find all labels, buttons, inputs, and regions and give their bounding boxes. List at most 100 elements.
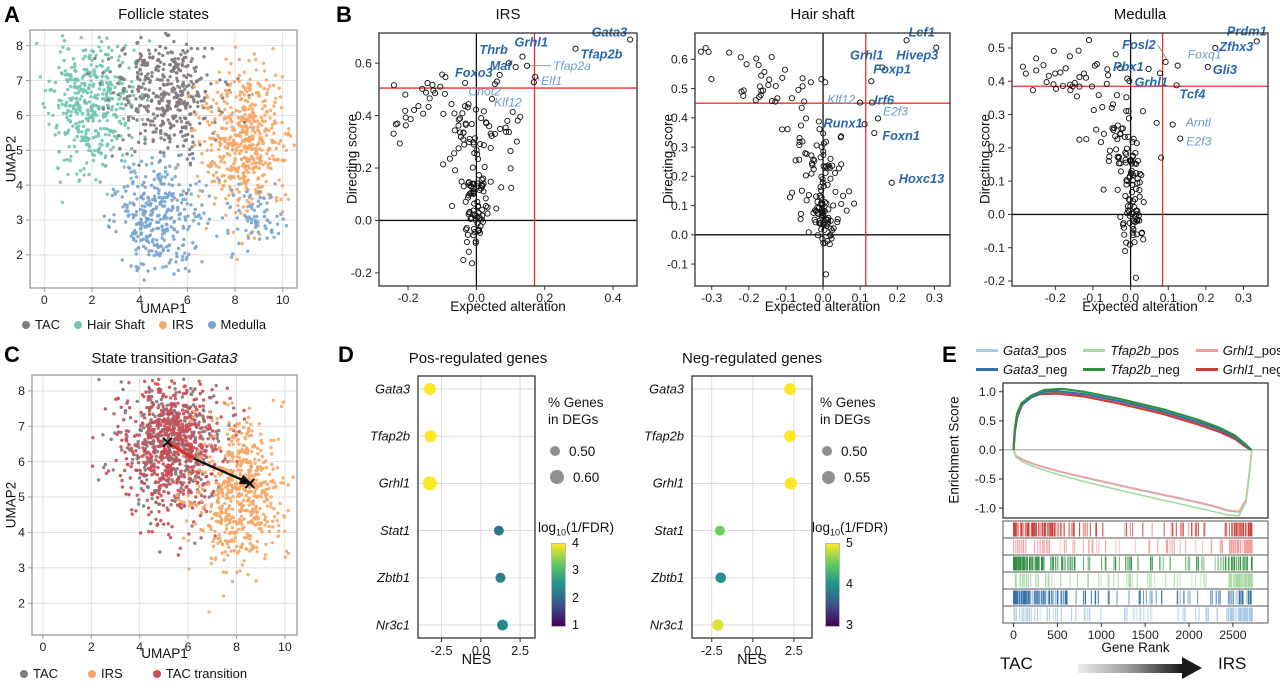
svg-text:8: 8 bbox=[16, 39, 23, 53]
gene-row-label-Nr3c1: Nr3c1 bbox=[376, 617, 410, 632]
colorbar-tick-4: 4 bbox=[572, 536, 579, 550]
colorbar-label-neg: log10(1/FDR) bbox=[812, 520, 889, 538]
dot-Grhl1 bbox=[422, 476, 437, 491]
legend-item-tac-transition: TAC transition bbox=[152, 666, 247, 681]
svg-text:8: 8 bbox=[18, 384, 25, 398]
size-legend-value: 0.50 bbox=[841, 443, 868, 459]
svg-text:-2.5: -2.5 bbox=[701, 643, 723, 658]
gene-label-Thrb: Thrb bbox=[479, 42, 508, 57]
legend-item-tfap2b_pos: Tfap2b _pos bbox=[1083, 343, 1179, 358]
dot-Zbtb1 bbox=[715, 572, 727, 584]
colorbar-tick-1: 1 bbox=[572, 618, 579, 632]
size-legend-value: 0.50 bbox=[569, 443, 596, 459]
svg-text:0.0: 0.0 bbox=[671, 228, 688, 242]
svg-text:0.2: 0.2 bbox=[1197, 291, 1214, 305]
svg-text:10: 10 bbox=[276, 293, 290, 307]
legend-swatch bbox=[152, 669, 161, 678]
svg-text:0.5: 0.5 bbox=[979, 414, 996, 428]
ylabel-directing-score-irs: Directing score bbox=[344, 113, 360, 205]
gene-row-label-Gata3: Gata3 bbox=[375, 381, 410, 396]
dot-Tfap2b bbox=[784, 430, 796, 443]
legend-suffix: _neg bbox=[1038, 362, 1068, 377]
legend-gene: Grhl1 bbox=[1222, 343, 1255, 358]
svg-text:2500: 2500 bbox=[1219, 628, 1247, 642]
ylabel-umap2-c: UMAP2 bbox=[3, 481, 19, 529]
panel-letter-d: D bbox=[338, 342, 354, 367]
gene-row-label-Gata3: Gata3 bbox=[649, 381, 684, 396]
gene-row-label-Tfap2b: Tfap2b bbox=[370, 429, 410, 444]
svg-text:0.6: 0.6 bbox=[355, 56, 372, 70]
panel-C-plot: 0 2 4 6 8 10 2 3 4 5 6 7 8 bbox=[18, 374, 298, 654]
dot-Tfap2b bbox=[424, 430, 437, 443]
gene-label-Hivep3: Hivep3 bbox=[896, 48, 938, 63]
rug-band-Grhl1_neg bbox=[1002, 520, 1269, 539]
title-follicle-states: Follicle states bbox=[118, 6, 209, 23]
svg-text:-0.1: -0.1 bbox=[984, 241, 1005, 255]
svg-text:2.5: 2.5 bbox=[511, 643, 529, 658]
title-state-transition-gene: Gata3 bbox=[196, 350, 238, 367]
svg-text:0.3: 0.3 bbox=[1235, 291, 1252, 305]
svg-text:0.0: 0.0 bbox=[1122, 291, 1139, 305]
rug-band-Gata3_neg bbox=[1002, 588, 1269, 607]
svg-text:3: 3 bbox=[16, 213, 23, 227]
gene-label-Grhl1: Grhl1 bbox=[1135, 74, 1168, 89]
size-legend-row-0.50: 0.50 bbox=[822, 438, 870, 464]
svg-text:500: 500 bbox=[1047, 628, 1068, 642]
svg-text:2.5: 2.5 bbox=[785, 643, 803, 658]
gene-label-Cnot2: Cnot2 bbox=[468, 85, 501, 99]
svg-text:0.3: 0.3 bbox=[926, 291, 943, 305]
legend-swatch bbox=[20, 669, 28, 678]
panel-letter-e: E bbox=[942, 342, 957, 367]
legend-item-hair-shaft: Hair Shaft bbox=[74, 317, 145, 332]
size-legend-title-pos-line1: % Genes bbox=[548, 395, 604, 410]
size-legend-row-0.60: 0.60 bbox=[550, 464, 599, 490]
svg-text:5: 5 bbox=[18, 490, 25, 504]
size-legend-title-neg-line2: in DEGs bbox=[820, 412, 871, 427]
gene-label-Tfap2b: Tfap2b bbox=[580, 47, 622, 62]
svg-text:-0.1: -0.1 bbox=[1082, 291, 1103, 305]
size-legend-dot bbox=[822, 446, 832, 456]
dot-Nr3c1 bbox=[497, 619, 508, 631]
svg-text:10: 10 bbox=[278, 640, 292, 654]
legend-item-irs: IRS bbox=[158, 317, 194, 332]
legend-item-medulla: Medulla bbox=[207, 317, 266, 332]
legend-suffix: _pos bbox=[1150, 343, 1180, 358]
legend-label: IRS bbox=[171, 317, 194, 332]
svg-text:0.0: 0.0 bbox=[472, 643, 490, 658]
colorbar-pos bbox=[551, 543, 566, 627]
svg-text:0.1: 0.1 bbox=[671, 199, 688, 213]
dot-Grhl1 bbox=[784, 477, 798, 490]
svg-text:-0.2: -0.2 bbox=[1045, 291, 1066, 305]
gsea-curve-Grhl1_pos bbox=[1012, 449, 1253, 513]
svg-text:0.5: 0.5 bbox=[671, 82, 688, 96]
size-legend-title-neg-line1: % Genes bbox=[820, 395, 876, 410]
svg-text:0.1: 0.1 bbox=[1160, 291, 1177, 305]
svg-text:0.3: 0.3 bbox=[988, 108, 1005, 122]
legend-item-grhl1_neg: Grhl1 _neg bbox=[1195, 362, 1280, 377]
colorbar-tick-3: 3 bbox=[572, 563, 579, 578]
svg-text:1500: 1500 bbox=[1131, 628, 1159, 642]
xlabel-gene-rank: Gene Rank bbox=[1101, 640, 1170, 655]
gene-label-Foxq1: Foxq1 bbox=[1188, 48, 1222, 62]
svg-text:-0.2: -0.2 bbox=[351, 266, 372, 280]
svg-text:0.6: 0.6 bbox=[671, 53, 688, 67]
svg-text:-0.2: -0.2 bbox=[397, 291, 418, 305]
legend-swatch bbox=[74, 320, 83, 329]
gene-row-label-Zbtb1: Zbtb1 bbox=[376, 570, 410, 585]
svg-text:0.1: 0.1 bbox=[988, 174, 1005, 188]
gene-label-Foxo3: Foxo3 bbox=[455, 65, 493, 80]
gsea-curve-Gata3_neg bbox=[1012, 390, 1252, 451]
legend-label: TAC bbox=[33, 666, 59, 681]
legend-item-irs: IRS bbox=[88, 666, 123, 681]
legend-swatch bbox=[158, 320, 167, 329]
legend-dash bbox=[1195, 368, 1218, 371]
gene-label-Tcf4: Tcf4 bbox=[1180, 86, 1206, 101]
svg-text:0: 0 bbox=[41, 293, 48, 307]
svg-text:5: 5 bbox=[16, 143, 23, 157]
gene-row-label-Grhl1: Grhl1 bbox=[653, 476, 684, 491]
svg-text:7: 7 bbox=[16, 74, 23, 88]
size-legend-dot bbox=[822, 470, 835, 484]
